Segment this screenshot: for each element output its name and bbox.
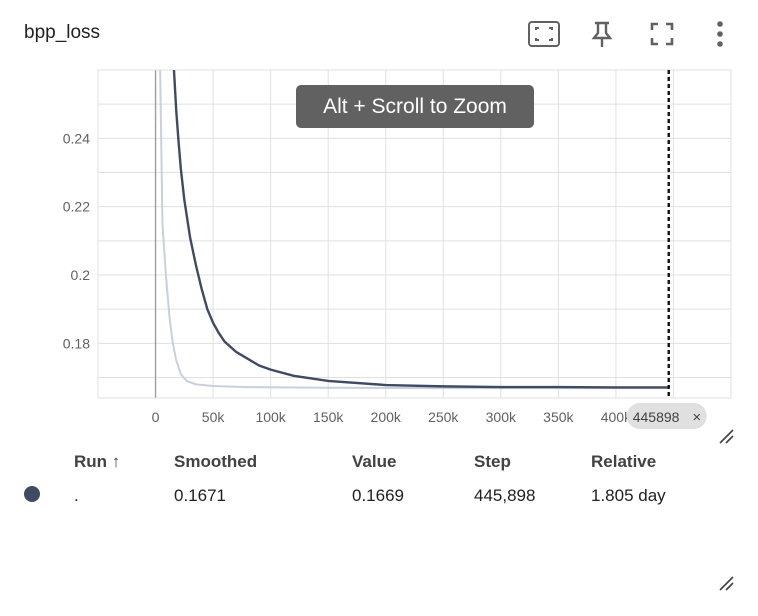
run-color-dot-icon (24, 485, 40, 502)
card-title: bpp_loss (24, 22, 101, 43)
run-name-cell: . (74, 486, 79, 505)
raw-value-cell: 0.1669 (352, 486, 404, 505)
smoothed-value-cell: 0.1671 (174, 486, 226, 505)
run-color-cell (24, 476, 74, 516)
pin-icon (591, 21, 613, 47)
fit-domain-button[interactable] (524, 14, 564, 54)
x-tick-label: 300k (486, 409, 517, 425)
x-tick-label: 200k (371, 409, 402, 425)
x-tick-label: 0 (152, 409, 160, 425)
y-tick-label: 0.2 (71, 267, 91, 283)
y-tick-label: 0.22 (63, 199, 90, 215)
step-cursor-close-icon[interactable]: × (692, 409, 701, 426)
more-options-button[interactable] (700, 14, 740, 54)
value-column-header[interactable]: Value (352, 452, 397, 471)
run-column-header[interactable]: Run ↑ (74, 452, 121, 471)
smoothed-column-header[interactable]: Smoothed (174, 452, 258, 471)
relative-time-cell: 1.805 day (591, 486, 666, 505)
table-header-row: Run ↑ Smoothed Value Step Relative (24, 448, 701, 476)
x-tick-label: 100k (255, 409, 286, 425)
color-column-header (24, 448, 74, 476)
step-cursor-label: 445898 (633, 409, 680, 425)
step-column-header[interactable]: Step (474, 452, 511, 471)
chart-resize-handle-icon[interactable] (718, 428, 734, 444)
step-value-cell: 445,898 (474, 486, 536, 505)
x-tick-label: 250k (428, 409, 459, 425)
more-vert-icon (717, 21, 723, 47)
step-cursor-pill (626, 403, 707, 429)
y-tick-label: 0.24 (63, 130, 90, 146)
smoothed-series-line (172, 70, 669, 389)
x-tick-label: 400k (601, 409, 632, 425)
table-row: . 0.1671 0.1669 445,898 1.805 day (24, 476, 701, 516)
x-tick-label: 350k (543, 409, 574, 425)
x-tick-label: 50k (202, 409, 226, 425)
raw-series-line (159, 70, 669, 390)
plot-border (97, 69, 732, 399)
fit-domain-icon (528, 21, 560, 47)
relative-column-header[interactable]: Relative (591, 452, 657, 471)
fullscreen-button[interactable] (642, 14, 682, 54)
zoom-hint-tooltip: Alt + Scroll to Zoom (296, 85, 534, 128)
fullscreen-icon (650, 22, 674, 46)
pin-button[interactable] (582, 14, 622, 54)
y-tick-label: 0.18 (63, 335, 90, 351)
card-resize-handle-icon[interactable] (718, 575, 734, 591)
runs-table: Run ↑ Smoothed Value Step Relative . 0.1… (24, 448, 701, 516)
x-tick-label: 150k (313, 409, 344, 425)
